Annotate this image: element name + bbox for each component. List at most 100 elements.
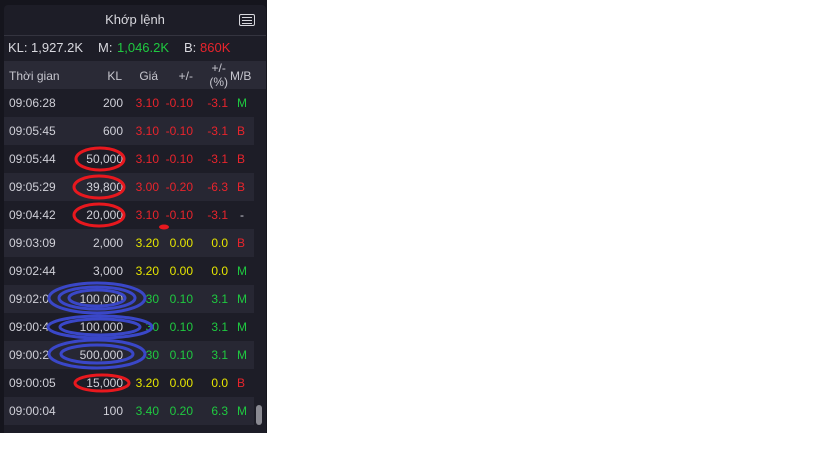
trade-time: 09:05:45 [9,124,56,138]
scrollbar[interactable] [256,405,262,425]
price-change-pct: 3.1 [211,348,228,362]
price-change-pct: -3.1 [207,96,228,110]
buy-volume: 1,046.2K [117,40,170,55]
list-icon[interactable] [239,14,255,26]
trade-volume: 100 [102,404,123,418]
table-row[interactable]: 09:03:09 2,000 3.20 0.00 0.0 B [4,229,254,257]
trade-side: B [237,180,246,194]
price-change: 0.20 [169,404,193,418]
trade-side: M [237,292,247,306]
trade-time: 09:00:04 [9,404,56,418]
trade-side: M [237,264,247,278]
price-change-pct: 3.1 [211,292,228,306]
table-row[interactable]: 09:00:2 500,000 30 0.10 3.1 M [4,341,254,369]
price-change: -0.10 [165,208,193,222]
trade-volume: 3,000 [92,264,123,278]
trade-price: 3.10 [135,208,159,222]
price-change: 0.00 [169,236,193,250]
trade-time: 09:00:4 [9,320,50,334]
trade-volume: 600 [102,124,123,138]
trade-price: 30 [145,292,159,306]
sell-volume: 860K [200,40,231,55]
table-row[interactable]: 09:00:4 100,000 30 0.10 3.1 M [4,313,254,341]
trade-price: 3.40 [135,404,159,418]
trade-volume: 500,000 [79,348,123,362]
trade-price: 3.20 [135,236,159,250]
order-match-panel: Khớp lệnh KL: 1,927.2K M: 1,046.2K B: 86… [0,0,267,433]
trade-side: B [237,124,246,138]
trade-time: 09:03:09 [9,236,56,250]
table-row[interactable]: 09:05:44 50,000 3.10 -0.10 -3.1 B [4,145,254,173]
table-header: Thời gian KL Giá +/- +/- (%) M/B [4,61,266,89]
trade-volume: 39,800 [86,180,123,194]
trade-volume: 50,000 [86,152,123,166]
trade-volume: 200 [102,96,123,110]
price-change: 0.10 [169,320,193,334]
price-change-pct: 3.1 [211,320,228,334]
price-change-pct: 0.0 [211,236,228,250]
trade-time: 09:02:0 [9,292,50,306]
price-change: -0.10 [165,124,193,138]
m-label: M: [98,40,113,55]
price-change: 0.00 [169,264,193,278]
col-volume: KL [107,69,122,83]
trade-side: M [237,320,247,334]
trade-side: - [240,208,244,222]
trade-price: 3.10 [135,124,159,138]
price-change: -0.10 [165,152,193,166]
trade-time: 09:05:44 [9,152,56,166]
price-change: 0.10 [169,292,193,306]
trade-price: 3.10 [135,96,159,110]
table-row[interactable]: 09:04:42 20,000 3.10 -0.10 -3.1- [4,201,254,229]
trade-price: 3.20 [135,376,159,390]
price-change-pct: -6.3 [207,180,228,194]
trade-volume: 15,000 [86,376,123,390]
trade-volume: 100,000 [79,320,123,334]
trade-side: B [237,152,246,166]
trade-price: 30 [145,348,159,362]
table-row[interactable]: 09:02:0 100,000 30 0.10 3.1 M [4,285,254,313]
col-change: +/- [178,69,193,83]
price-change-pct: 0.0 [211,376,228,390]
trade-volume: 2,000 [92,236,123,250]
price-change-pct: -3.1 [207,208,228,222]
col-time: Thời gian [9,69,60,83]
b-label: B: [184,40,197,55]
price-change: -0.10 [165,96,193,110]
price-change: -0.20 [165,180,193,194]
table-row[interactable]: 09:06:28 200 3.10 -0.10 -3.1 M [4,89,254,117]
trade-price: 3.10 [135,152,159,166]
kl-label: KL: [8,40,28,55]
col-change-pct: +/- (%) [209,61,228,89]
trade-time: 09:06:28 [9,96,56,110]
price-change-pct: -3.1 [207,152,228,166]
trade-time: 09:04:42 [9,208,56,222]
trade-time: 09:00:2 [9,348,50,362]
trade-time: 09:00:05 [9,376,56,390]
kl-total: 1,927.2K [31,40,84,55]
table-row[interactable]: 09:00:05 15,000 3.20 0.00 0.0 B [4,369,254,397]
trade-time: 09:02:44 [9,264,56,278]
price-change-pct: 0.0 [211,264,228,278]
price-change-pct: -3.1 [207,124,228,138]
table-row[interactable]: 09:00:04 100 3.40 0.20 6.3 M [4,397,254,425]
trade-volume: 20,000 [86,208,123,222]
trade-price: 3.00 [135,180,159,194]
panel-header: Khớp lệnh [4,5,266,36]
price-change: 0.00 [169,376,193,390]
price-change-pct: 6.3 [211,404,228,418]
trade-side: M [237,404,247,418]
trade-price: 3.20 [135,264,159,278]
table-row[interactable]: 09:02:44 3,000 3.20 0.00 0.0 M [4,257,254,285]
panel-title: Khớp lệnh [105,12,165,27]
trade-volume: 100,000 [79,292,123,306]
table-row[interactable]: 09:05:29 39,800 3.00 -0.20 -6.3 B [4,173,254,201]
trade-side: M [237,348,247,362]
col-price: Giá [139,69,158,83]
table-row[interactable]: 09:05:45 600 3.10 -0.10 -3.1 B [4,117,254,145]
price-change: 0.10 [169,348,193,362]
trade-price: 30 [145,320,159,334]
trade-time: 09:05:29 [9,180,56,194]
col-side: M/B [230,69,252,83]
trade-side: B [237,376,246,390]
